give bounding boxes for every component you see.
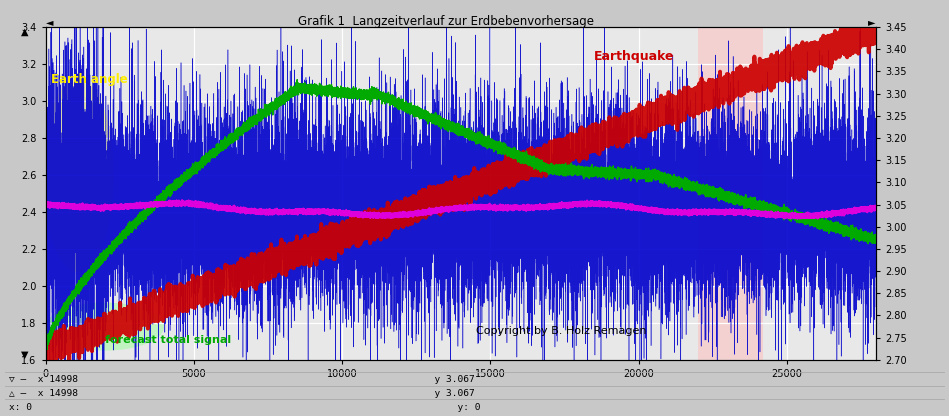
Text: x: 0                                                                          y:: x: 0 y: — [9, 403, 481, 412]
Text: Grafik 1  Langzeitverlauf zur Erdbebenvorhersage: Grafik 1 Langzeitverlauf zur Erdbebenvor… — [298, 15, 594, 27]
Text: ◄: ◄ — [47, 17, 54, 27]
Bar — [698, 27, 763, 360]
Ellipse shape — [46, 302, 164, 351]
Text: △ —  x 14998                                                              y 3.06: △ — x 14998 y 3.06 — [9, 389, 475, 398]
Text: ▲: ▲ — [21, 27, 28, 37]
Text: ▽ —  x 14998                                                              y 3.06: ▽ — x 14998 y 3.06 — [9, 375, 475, 384]
Text: ►: ► — [867, 17, 875, 27]
Text: Earthquake: Earthquake — [594, 50, 675, 63]
Text: Copyright by B. Holz Remagen: Copyright by B. Holz Remagen — [475, 326, 646, 336]
Ellipse shape — [43, 78, 114, 272]
Text: Earth angle: Earth angle — [51, 72, 127, 86]
Text: forecast total signal: forecast total signal — [104, 335, 231, 345]
Text: ▼: ▼ — [21, 350, 28, 360]
